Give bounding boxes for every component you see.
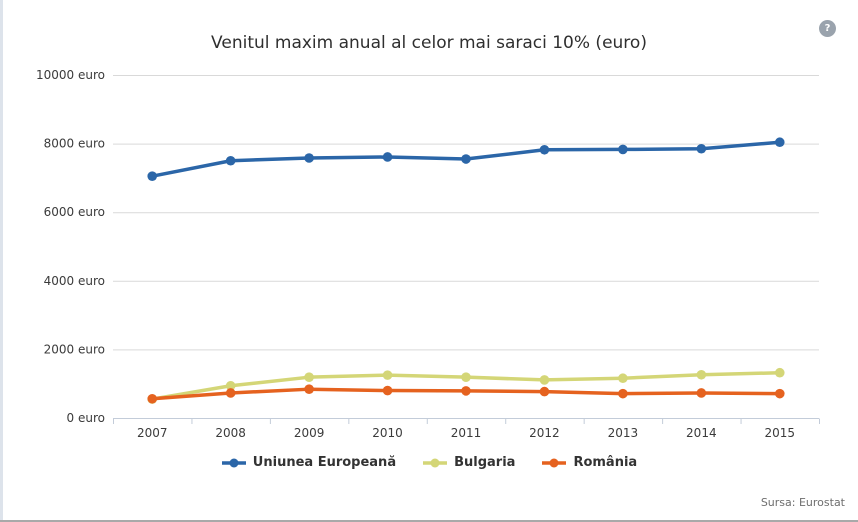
data-point-romania-2010[interactable] <box>382 385 393 396</box>
chart-legend: Uniunea Europeană Bulgaria România <box>0 455 858 470</box>
data-point-uniunea-europeana-2015[interactable] <box>774 137 785 148</box>
legend-label: Bulgaria <box>454 455 516 470</box>
legend-label: România <box>573 455 638 470</box>
x-axis-label: 2012 <box>529 426 560 440</box>
legend-item-romania[interactable]: România <box>541 455 637 470</box>
x-axis-label: 2011 <box>451 426 482 440</box>
legend-label: Uniunea Europeană <box>252 455 397 470</box>
data-point-romania-2008[interactable] <box>225 388 236 398</box>
data-point-romania-2007[interactable] <box>147 393 158 404</box>
y-axis-label: 0 euro <box>67 411 105 425</box>
data-point-romania-2011[interactable] <box>461 386 471 396</box>
data-point-uniunea-europeana-2010[interactable] <box>382 152 393 162</box>
data-point-bulgaria-2012[interactable] <box>539 375 550 385</box>
y-axis-label: 6000 euro <box>44 205 105 219</box>
data-point-bulgaria-2013[interactable] <box>618 373 628 384</box>
data-point-uniunea-europeana-2008[interactable] <box>225 155 236 166</box>
data-point-bulgaria-2011[interactable] <box>461 372 471 382</box>
line-chart: 0 euro 2000 euro 4000 euro 6000 euro 8000 eu… <box>36 68 820 440</box>
data-point-romania-2014[interactable] <box>696 388 707 398</box>
chart-title: Venitul maxim anual al celor mai saraci … <box>211 33 647 53</box>
left-edge-strip <box>0 0 3 520</box>
x-axis-label: 2014 <box>686 426 717 440</box>
data-point-bulgaria-2008[interactable] <box>225 380 236 391</box>
y-axis-label: 10000 euro <box>36 68 105 82</box>
legend-marker-icon <box>542 458 567 467</box>
data-point-uniunea-europeana-2014[interactable] <box>696 143 707 154</box>
data-point-bulgaria-2014[interactable] <box>696 369 707 380</box>
x-axis-label: 2015 <box>765 426 796 440</box>
legend-marker-icon <box>423 458 448 467</box>
data-point-romania-2013[interactable] <box>618 388 628 399</box>
data-point-uniunea-europeana-2012[interactable] <box>539 144 550 155</box>
data-point-uniunea-europeana-2009[interactable] <box>304 153 314 163</box>
source-credit: Sursa: Eurostat <box>760 496 845 509</box>
x-axis-label: 2009 <box>294 426 325 440</box>
data-point-romania-2012[interactable] <box>539 386 550 397</box>
x-axis-label: 2010 <box>372 426 403 440</box>
x-axis-label: 2013 <box>608 426 639 440</box>
x-axis-label: 2007 <box>137 426 168 440</box>
data-point-bulgaria-2015[interactable] <box>774 367 785 378</box>
data-point-bulgaria-2010[interactable] <box>382 370 393 380</box>
help-button[interactable]: ? <box>819 20 836 37</box>
x-axis-label: 2008 <box>215 426 246 440</box>
data-point-romania-2015[interactable] <box>774 388 785 399</box>
y-axis-label: 2000 euro <box>44 342 105 356</box>
data-point-bulgaria-2009[interactable] <box>304 372 314 382</box>
data-point-uniunea-europeana-2011[interactable] <box>461 154 471 164</box>
legend-item-bulgaria[interactable]: Bulgaria <box>422 455 515 470</box>
question-mark-icon: ? <box>824 23 831 34</box>
y-axis-label: 8000 euro <box>44 137 105 151</box>
data-point-uniunea-europeana-2013[interactable] <box>618 144 628 155</box>
legend-item-uniunea-europeana[interactable]: Uniunea Europeană <box>221 455 396 470</box>
legend-marker-icon <box>221 458 246 467</box>
data-point-romania-2009[interactable] <box>304 384 314 394</box>
y-axis-label: 4000 euro <box>44 274 105 288</box>
data-point-uniunea-europeana-2007[interactable] <box>147 171 158 181</box>
